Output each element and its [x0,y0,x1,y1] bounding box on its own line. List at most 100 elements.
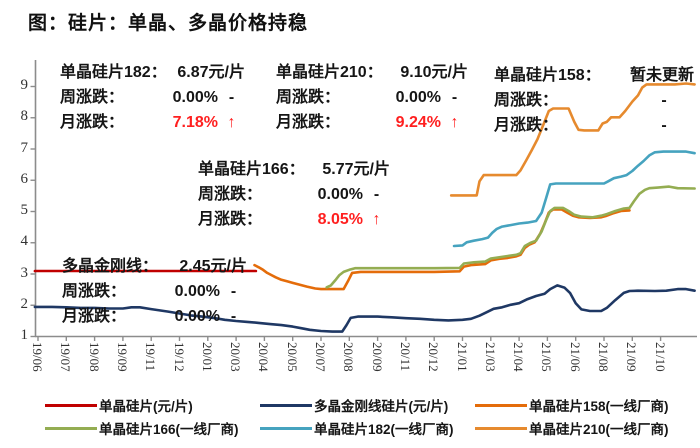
week-change-value: 0.00% [317,186,363,203]
annotation-price-row: 单晶硅片158： 暂未更新 [494,63,694,88]
month-change-value: 0.00% [174,308,220,325]
month-change-mark: - [661,117,667,134]
y-tick-label: 2 [20,295,29,312]
y-tick-label: 9 [20,77,29,93]
week-change-mark: - [661,92,667,109]
legend-label: 多晶金刚线硅片(元/片) [314,399,449,414]
chart-legend: 单晶硅片(元/片) 多晶金刚线硅片(元/片) 单晶硅片158(一线厂商) 单晶硅片16… [45,396,700,437]
month-change-label: 月涨跌： [198,211,263,228]
x-tick-label: 19/06 [30,342,45,372]
x-tick-label: 21/10 [652,342,668,372]
annotation-price-row: 多晶金刚线： 2.45元/片 [62,254,247,279]
up-arrow-icon: ↑ [372,211,381,228]
week-change-mark: - [373,186,380,203]
week-change-value: 0.00% [174,283,220,300]
month-change-label: 月涨跌： [276,114,341,131]
annotation-week-row: 周涨跌： 0.00% - [62,279,247,304]
y-tick-label: 4 [20,233,29,250]
x-tick-label: 20/01 [199,342,215,372]
legend-label: 单晶硅片158(一线厂商) [529,399,669,414]
week-change-label: 周涨跌： [60,89,125,106]
latest-price-value: 暂未更新 [629,67,694,84]
annotation-price-row: 单晶硅片182： 6.87元/片 [60,60,245,85]
series-line [452,150,696,248]
legend-swatch [45,403,97,407]
legend-swatch [475,403,527,407]
legend-item: 单晶硅片158(一线厂商) [475,396,700,414]
month-change-value: 7.18% [172,114,218,131]
legend-label: 单晶硅片210(一线厂商) [529,422,669,437]
legend-label: 单晶硅片182(一线厂商) [314,422,454,437]
month-change-mark: - [230,308,237,325]
week-change-value: 0.00% [395,89,441,106]
x-tick-label: 21/09 [624,342,640,372]
latest-price-value: 6.87元/片 [177,64,245,81]
series-name-label: 多晶金刚线： [62,258,159,275]
x-tick-label: 20/07 [313,342,328,372]
x-tick-label: 20/03 [228,342,244,372]
legend-label: 单晶硅片(元/片) [99,399,193,414]
series-name-label: 单晶硅片166： [198,161,305,178]
x-tick-label: 19/08 [86,342,102,372]
y-tick-label: 8 [20,108,29,125]
x-tick-label: 21/08 [596,342,611,372]
legend-item: 单晶硅片182(一线厂商) [260,419,475,437]
y-tick-label: 3 [20,264,29,281]
week-change-label: 周涨跌： [494,92,559,109]
annotation-price-row: 单晶硅片166： 5.77元/片 [198,157,390,182]
week-change-value: 0.00% [172,89,218,106]
legend-swatch [45,426,97,430]
y-tick-label: 6 [20,170,29,187]
x-tick-label: 21/05 [539,342,555,372]
x-tick-label: 21/03 [482,342,498,372]
legend-label: 单晶硅片166(一线厂商) [99,422,239,437]
legend-swatch [260,426,312,430]
annotation-wafer-158: 单晶硅片158： 暂未更新 周涨跌： - 月涨跌： - [494,63,694,138]
legend-swatch [475,426,527,430]
up-arrow-icon: ↑ [450,114,459,131]
x-tick-label: 19/12 [171,342,187,372]
week-change-label: 周涨跌： [62,283,127,300]
series-lines [33,82,696,333]
annotation-month-row: 月涨跌： 9.24% ↑ [276,110,468,135]
annotation-wafer-210: 单晶硅片210： 9.10元/片 周涨跌： 0.00% - 月涨跌： 9.24%… [276,60,468,135]
week-change-label: 周涨跌： [198,186,263,203]
y-tick-label: 5 [20,202,29,218]
month-change-value: 9.24% [395,114,441,131]
annotation-week-row: 周涨跌： 0.00% - [276,85,468,110]
x-tick-label: 21/04 [511,342,527,372]
x-tick-label: 19/09 [114,342,130,372]
x-tick-label: 19/07 [58,342,74,372]
month-change-value: 8.05% [317,211,363,228]
legend-item: 多晶金刚线硅片(元/片) [260,396,475,414]
annotation-price-row: 单晶硅片210： 9.10元/片 [276,60,468,85]
week-change-label: 周涨跌： [276,89,341,106]
up-arrow-icon: ↑ [227,114,236,131]
week-change-mark: - [451,89,458,106]
axis-ticks [30,85,662,341]
series-name-label: 单晶硅片182： [60,64,167,81]
x-tick-label: 21/06 [567,342,583,372]
annotation-poly-wafer: 多晶金刚线： 2.45元/片 周涨跌： 0.00% - 月涨跌： 0.00% - [62,254,247,329]
annotation-wafer-182: 单晶硅片182： 6.87元/片 周涨跌： 0.00% - 月涨跌： 7.18%… [60,60,245,135]
series-line [449,82,696,197]
latest-price-value: 9.10元/片 [400,64,468,81]
annotation-week-row: 周涨跌： 0.00% - [198,182,390,207]
x-tick-label: 20/05 [284,342,300,372]
month-change-label: 月涨跌： [60,114,125,131]
legend-swatch [260,403,312,407]
month-change-label: 月涨跌： [62,308,127,325]
annotation-wafer-166: 单晶硅片166： 5.77元/片 周涨跌： 0.00% - 月涨跌： 8.05%… [198,157,390,232]
chart-title: 图：硅片：单晶、多晶价格持稳 [28,13,309,34]
annotation-month-row: 月涨跌： - [494,113,694,138]
series-line [325,185,696,289]
x-tick-label: 19/11 [143,342,159,372]
annotation-week-row: 周涨跌： 0.00% - [60,85,245,110]
series-line [253,208,631,291]
series-name-label: 单晶硅片158： [494,67,601,84]
week-change-mark: - [230,283,237,300]
y-tick-label: 1 [20,327,29,343]
legend-item: 单晶硅片210(一线厂商) [475,419,700,437]
x-tick-label: 20/08 [341,342,357,372]
